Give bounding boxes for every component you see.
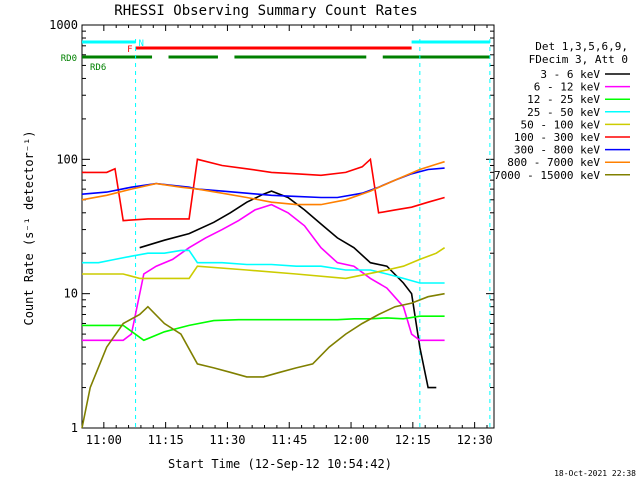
x-tick-label: 11:00: [86, 433, 122, 447]
series-line: [82, 157, 445, 222]
footer-timestamp: 18-Oct-2021 22:38: [554, 469, 636, 478]
plot-frame: [81, 24, 495, 429]
y-tick-label: 100: [56, 152, 78, 166]
series-line: [139, 190, 437, 389]
y-tick-label: 10: [64, 287, 78, 301]
x-tick-label: 11:30: [209, 433, 245, 447]
x-tick-label: 12:00: [333, 433, 369, 447]
flag-label: N: [139, 39, 144, 49]
series-lines: [81, 157, 446, 429]
series-line: [81, 160, 445, 206]
chart-title: RHESSI Observing Summary Count Rates: [114, 3, 417, 19]
series-line: [82, 315, 445, 342]
legend: Det 1,3,5,6,9, FDecim 3, Att 0 3 - 6 keV…: [494, 40, 630, 182]
flag-label: RD0: [61, 54, 77, 64]
series-line: [82, 249, 445, 284]
legend-label: 100 - 300 keV: [514, 131, 600, 144]
x-tick-label: 12:15: [395, 433, 431, 447]
legend-label: 7000 - 15000 keV: [494, 169, 600, 182]
flag-label: F: [127, 45, 132, 55]
x-tick-label: 11:15: [148, 433, 184, 447]
series-line: [82, 203, 445, 342]
y-axis-label: Count Rate (s⁻¹ detector⁻¹): [22, 130, 36, 325]
x-tick-label: 12:30: [457, 433, 493, 447]
legend-label: 25 - 50 keV: [527, 106, 600, 119]
series-line: [82, 247, 446, 280]
plot-axes: 11:00 11:15 11:30 11:45 12:00 12:15 12:30 1 10 10…: [49, 18, 495, 447]
x-axis-label: Start Time (12-Sep-12 10:54:42): [168, 457, 392, 471]
x-tick-label: 11:45: [271, 433, 307, 447]
legend-label: 6 - 12 keV: [534, 81, 601, 94]
flag-bars: NF RD0 RD6: [61, 39, 491, 428]
legend-label: 300 - 800 keV: [514, 144, 600, 157]
legend-label: 50 - 100 keV: [521, 118, 601, 131]
flag-label: RD6: [90, 63, 106, 73]
legend-label: 12 - 25 keV: [527, 93, 600, 106]
legend-header-line: FDecim 3, Att 0: [529, 53, 628, 66]
y-tick-label: 1: [71, 421, 78, 435]
y-tick-label: 1000: [49, 18, 78, 32]
legend-label: 3 - 6 keV: [540, 68, 600, 81]
legend-label: 800 - 7000 keV: [507, 156, 600, 169]
legend-header-line: Det 1,3,5,6,9,: [535, 40, 628, 53]
series-line: [81, 292, 445, 429]
